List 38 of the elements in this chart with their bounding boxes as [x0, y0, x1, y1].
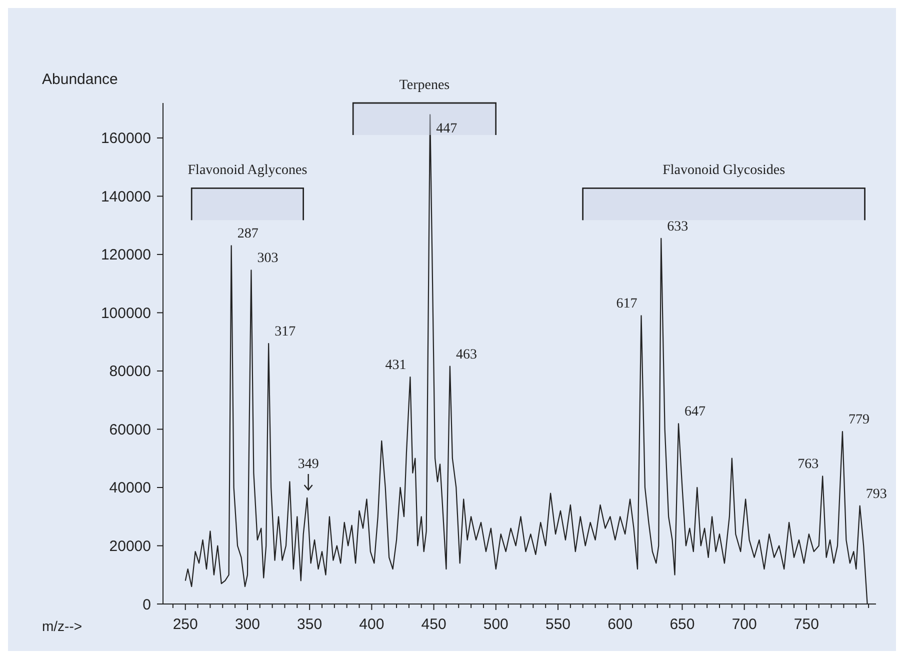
x-tick-label: 550 [545, 616, 571, 633]
annotation: 317 [274, 324, 296, 340]
y-axis-title: Abundance [42, 71, 118, 88]
annotation: 617 [616, 296, 638, 312]
x-tick-label: 600 [608, 616, 633, 633]
band-label: Terpenes [399, 78, 450, 93]
annotation: 303 [257, 251, 278, 266]
x-tick-label: 350 [297, 616, 322, 633]
annotation: 463 [456, 347, 477, 362]
x-tick-label: 700 [732, 616, 757, 633]
y-tick-label: 140000 [100, 188, 151, 206]
y-tick-label: 120000 [100, 246, 151, 264]
x-tick-label: 400 [359, 616, 384, 633]
y-tick-label: 100000 [100, 304, 151, 322]
x-tick-label: 250 [172, 616, 198, 633]
y-tick-label: 80000 [109, 363, 151, 380]
x-tick-label: 750 [794, 616, 819, 633]
band-label: Flavonoid Aglycones [188, 163, 308, 178]
annotation: 633 [667, 219, 688, 234]
annotation: 779 [848, 412, 870, 428]
x-tick-label: 500 [483, 616, 508, 633]
y-tick-label: 160000 [100, 130, 151, 148]
y-tick-label: 20000 [109, 538, 151, 555]
annotation: 763 [798, 457, 819, 472]
annotation: 793 [866, 486, 887, 502]
band-label: Flavonoid Glycosides [662, 163, 786, 178]
annotation: 287 [237, 226, 258, 242]
annotation: 431 [385, 358, 406, 374]
x-tick-label: 650 [670, 616, 695, 633]
y-tick-label: 40000 [109, 480, 151, 497]
x-tick-label: 300 [234, 616, 260, 633]
x-tick-label: 450 [421, 616, 446, 633]
y-tick-label: 60000 [109, 421, 151, 438]
annotation: 349 [298, 456, 319, 472]
y-tick-label: 0 [142, 596, 151, 614]
annotation: 647 [684, 404, 706, 420]
annotation: 447 [436, 122, 458, 137]
x-axis-title: m/z--> [42, 618, 82, 634]
